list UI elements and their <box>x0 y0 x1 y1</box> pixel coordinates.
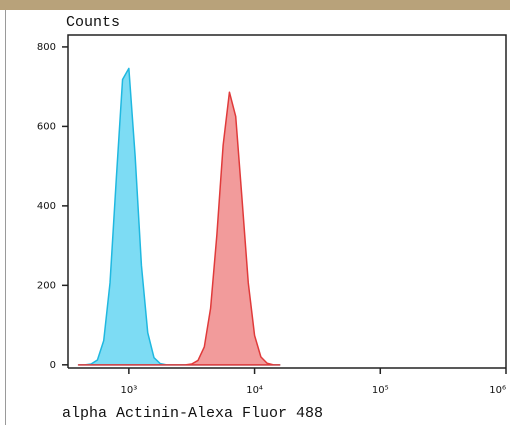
x-tick-label: 10³ <box>120 385 137 396</box>
y-tick-label: 800 <box>37 42 56 53</box>
y-tick-label: 400 <box>37 201 56 212</box>
histogram-area <box>77 91 281 366</box>
plot-frame <box>67 34 507 368</box>
y-axis-label: Counts <box>66 14 120 31</box>
y-tick-label: 0 <box>50 360 56 371</box>
top-strip <box>0 0 510 10</box>
x-tick-label: 10⁴ <box>246 385 263 396</box>
x-tick-label: 10⁶ <box>489 385 506 396</box>
x-axis-label: alpha Actinin-Alexa Fluor 488 <box>62 405 323 422</box>
y-tick-label: 600 <box>37 121 56 132</box>
x-tick-label: 10⁵ <box>372 385 389 396</box>
y-tick-label: 200 <box>37 280 56 291</box>
